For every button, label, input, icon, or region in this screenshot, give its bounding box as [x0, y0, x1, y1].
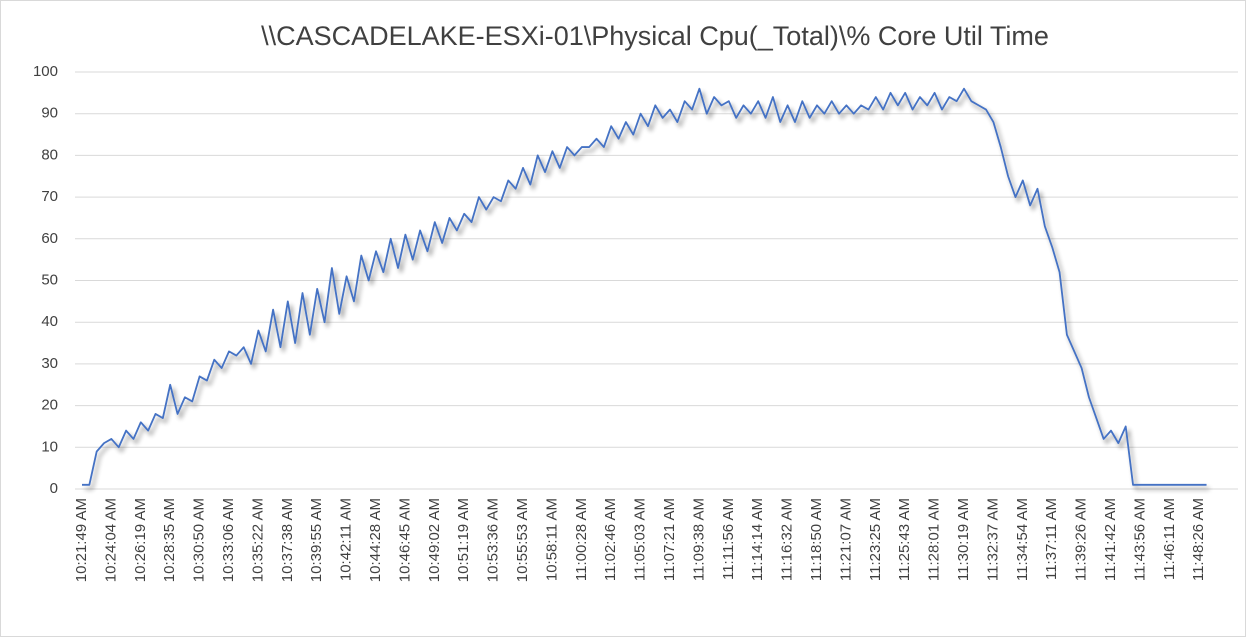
x-tick-label: 11:48:26 AM	[1190, 498, 1207, 581]
y-tick-label: 60	[41, 230, 58, 247]
x-tick-label: 10:42:11 AM	[338, 498, 355, 581]
x-tick-label: 10:24:04 AM	[102, 498, 119, 582]
x-tick-label: 11:02:46 AM	[602, 498, 619, 581]
x-tick-label: 10:58:11 AM	[543, 498, 560, 581]
y-tick-label: 50	[41, 271, 58, 288]
x-tick-label: 10:26:19 AM	[132, 498, 149, 582]
y-tick-label: 20	[41, 397, 58, 414]
x-tick-label: 10:51:19 AM	[455, 498, 472, 582]
x-tick-label: 11:09:38 AM	[690, 498, 707, 581]
y-tick-label: 100	[33, 63, 58, 80]
x-tick-label: 10:39:55 AM	[308, 498, 325, 582]
chart-title: \\CASCADELAKE-ESXi-01\Physical Cpu(_Tota…	[261, 21, 1049, 51]
x-tick-label: 10:21:49 AM	[73, 498, 90, 582]
x-tick-label: 11:41:42 AM	[1102, 498, 1119, 581]
data-line	[82, 87, 1207, 486]
x-tick-label: 11:28:01 AM	[926, 498, 943, 581]
x-tick-label: 11:14:14 AM	[749, 498, 766, 581]
x-tick-label: 11:30:19 AM	[955, 498, 972, 581]
x-tick-label: 11:34:54 AM	[1014, 498, 1031, 581]
x-tick-label: 11:46:11 AM	[1161, 498, 1178, 580]
x-tick-label: 10:37:38 AM	[279, 498, 296, 582]
x-tick-label: 11:07:21 AM	[661, 498, 678, 581]
x-tick-label: 11:39:26 AM	[1073, 498, 1090, 581]
y-tick-label: 30	[41, 355, 58, 372]
x-tick-label: 11:43:56 AM	[1131, 498, 1148, 581]
x-tick-label: 11:00:28 AM	[573, 498, 590, 581]
y-tick-label: 70	[41, 188, 58, 205]
x-tick-label: 11:05:03 AM	[632, 498, 649, 581]
x-tick-label: 10:30:50 AM	[191, 498, 208, 582]
x-tick-label: 10:33:06 AM	[220, 498, 237, 582]
x-tick-label: 10:49:02 AM	[426, 498, 443, 582]
x-tick-label: 11:11:56 AM	[720, 498, 737, 580]
x-tick-label: 10:44:28 AM	[367, 498, 384, 582]
x-tick-label: 10:28:35 AM	[161, 498, 178, 582]
y-tick-label: 40	[41, 313, 58, 330]
x-tick-label: 11:37:11 AM	[1043, 498, 1060, 580]
x-tick-label: 11:23:25 AM	[867, 498, 884, 581]
x-tick-label: 11:32:37 AM	[984, 498, 1001, 581]
x-tick-label: 11:21:07 AM	[837, 498, 854, 581]
x-tick-label: 11:25:43 AM	[896, 498, 913, 581]
y-tick-label: 90	[41, 105, 58, 122]
x-tick-label: 10:53:36 AM	[485, 498, 502, 582]
y-tick-label: 0	[50, 480, 58, 497]
x-tick-label: 10:46:45 AM	[396, 498, 413, 582]
x-tick-label: 11:18:50 AM	[808, 498, 825, 581]
x-tick-label: 10:35:22 AM	[249, 498, 266, 582]
y-tick-label: 80	[41, 146, 58, 163]
x-tick-label: 11:16:32 AM	[779, 498, 796, 581]
y-tick-label: 10	[41, 438, 58, 455]
x-tick-label: 10:55:53 AM	[514, 498, 531, 582]
